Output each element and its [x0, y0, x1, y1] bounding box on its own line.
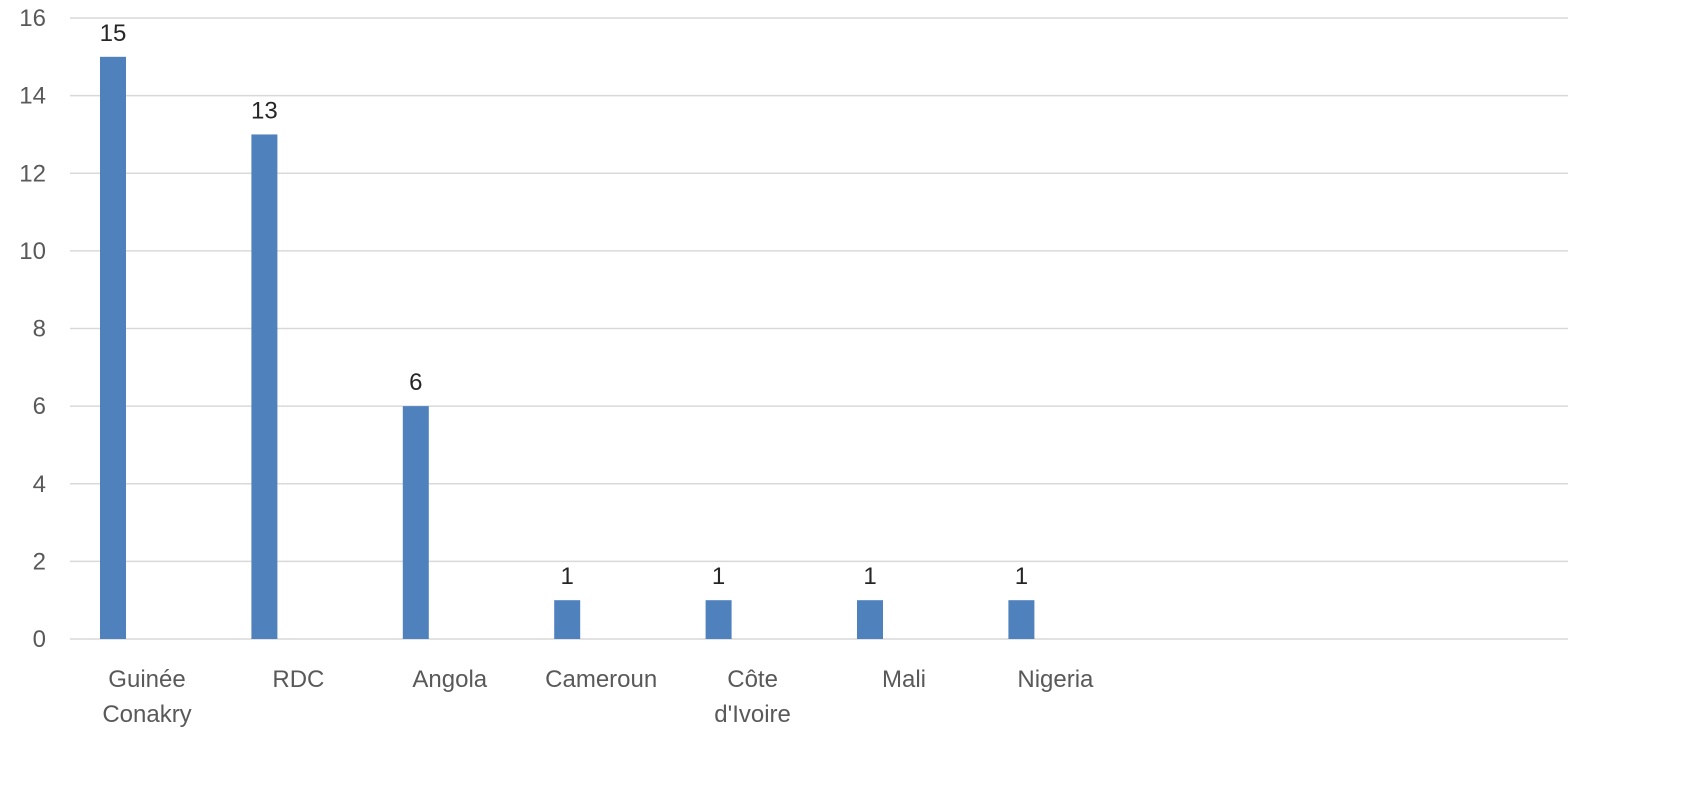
y-tick-label: 16 — [19, 5, 46, 32]
data-label: 6 — [409, 369, 422, 396]
category-label: Angola — [412, 666, 487, 693]
bar — [554, 600, 581, 639]
data-label: 1 — [863, 563, 876, 590]
category-label: Cameroun — [545, 666, 657, 693]
y-tick-label: 8 — [33, 316, 46, 343]
data-label: 13 — [251, 97, 278, 124]
data-label: 15 — [100, 20, 127, 47]
bar — [402, 406, 429, 639]
category-label-line: Cameroun — [545, 666, 657, 693]
bar — [705, 600, 732, 639]
category-label-line: d'Ivoire — [714, 701, 791, 728]
data-label: 1 — [1015, 563, 1028, 590]
gridlines — [70, 17, 1568, 640]
y-tick-label: 2 — [33, 548, 46, 575]
bar — [857, 600, 883, 639]
category-label-line: RDC — [272, 666, 324, 693]
category-label-line: Mali — [882, 666, 926, 693]
category-label-line: Guinée — [108, 666, 185, 693]
y-tick-label: 14 — [19, 83, 46, 110]
y-tick-label: 10 — [19, 238, 46, 265]
category-label: Mali — [882, 666, 926, 693]
data-labels: 15 13 6 1 1 1 1 — [100, 20, 1028, 590]
y-tick-label: 4 — [33, 471, 46, 498]
data-label: 1 — [561, 563, 574, 590]
bar — [251, 134, 278, 639]
data-label: 1 — [712, 563, 725, 590]
bar-chart: 0 2 4 6 8 10 12 14 16 15 13 6 1 1 1 1 Guinée Conakry RDC… — [19, 5, 1568, 728]
category-label-line: Conakry — [102, 701, 191, 728]
category-label-line: Côte — [727, 666, 778, 693]
bars — [100, 56, 1035, 639]
category-label: Guinée Conakry — [102, 666, 191, 728]
category-label: Nigeria — [1017, 666, 1094, 693]
bar — [1008, 600, 1035, 639]
bar — [100, 56, 126, 639]
y-tick-label: 6 — [33, 393, 46, 420]
y-tick-label: 12 — [19, 160, 46, 187]
category-label-line: Angola — [412, 666, 487, 693]
x-axis-category-labels: Guinée Conakry RDC Angola Cameroun Côte d'Ivoi… — [102, 666, 1094, 728]
category-label-line: Nigeria — [1017, 666, 1094, 693]
y-tick-label: 0 — [33, 626, 46, 653]
category-label: RDC — [272, 666, 324, 693]
category-label: Côte d'Ivoire — [714, 666, 791, 728]
y-axis-tick-labels: 0 2 4 6 8 10 12 14 16 — [19, 5, 46, 653]
